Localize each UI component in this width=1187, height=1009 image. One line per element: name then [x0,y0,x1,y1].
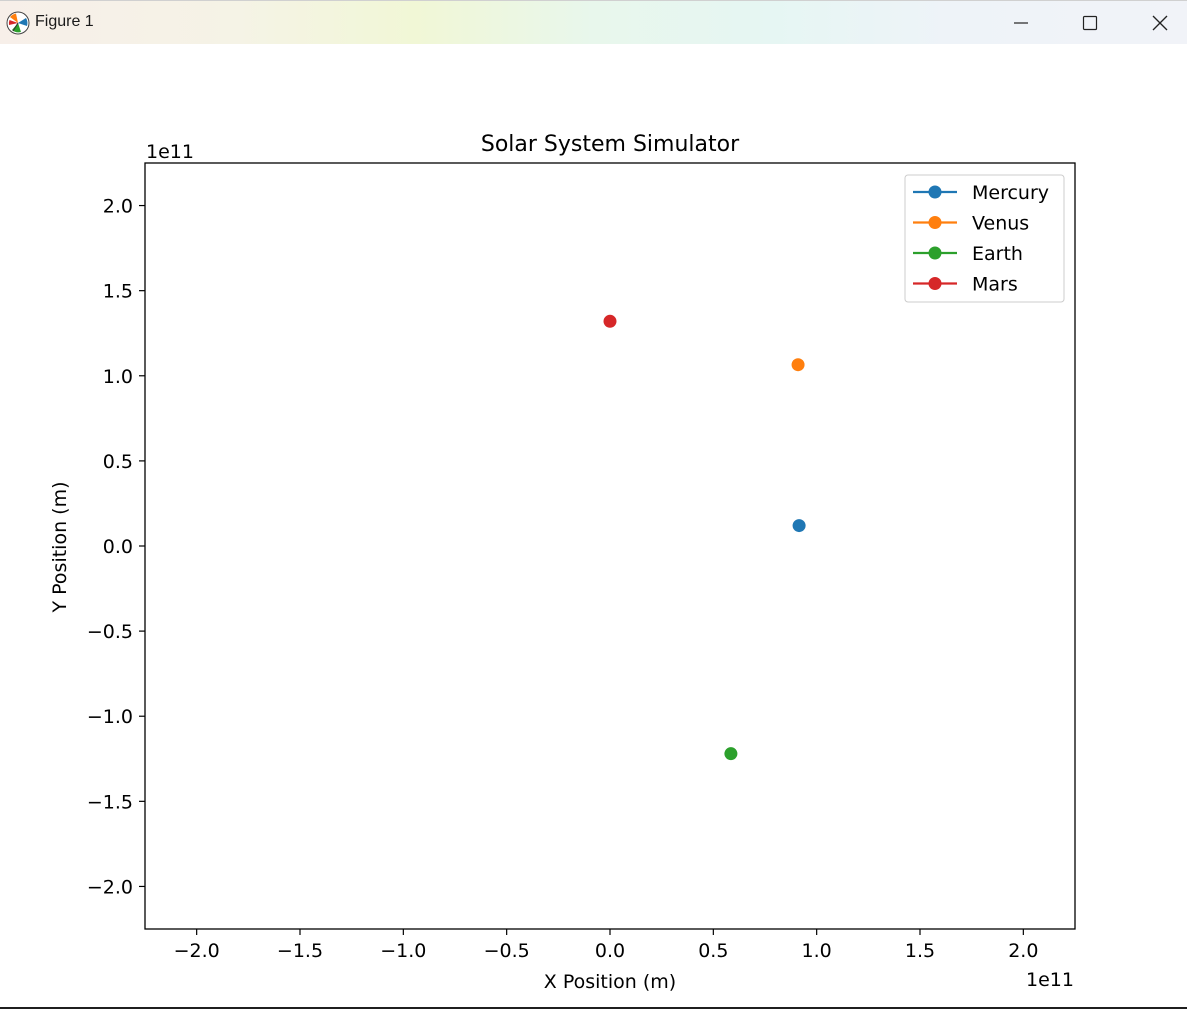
legend-box [904,174,1065,303]
chart-title: Solar System Simulator [481,132,740,157]
planet-point-mars [603,314,617,328]
axes-frame [144,162,1076,930]
window-title: Figure 1 [35,13,94,30]
planet-point-mercury [792,519,806,533]
y-tick-label: 1.5 [103,281,133,303]
figure-canvas: Solar System Simulator 1e11 1e11 X Posit… [49,132,1076,993]
x-tick-label: −2.0 [174,940,220,962]
x-axis-label: X Position (m) [544,971,676,993]
legend: Mercury Venus Earth Mars [904,174,1065,303]
y-tick-label: −2.0 [87,876,133,898]
y-axis-label: Y Position (m) [49,482,71,614]
x-tick-label: 1.5 [905,940,935,962]
legend-marker-earth [928,246,942,260]
x-tick-label: 0.0 [595,940,625,962]
legend-marker-mercury [928,185,942,199]
y-tick-label: −1.0 [87,706,133,728]
minimize-button[interactable] [986,1,1056,45]
y-offset-text: 1e11 [146,141,194,163]
y-tick-label: 0.5 [103,451,133,473]
planet-point-venus [791,358,805,372]
x-tick-label: 1.0 [802,940,832,962]
x-tick-label: 0.5 [698,940,728,962]
legend-label-venus: Venus [972,213,1029,235]
legend-label-mars: Mars [972,274,1018,296]
legend-label-earth: Earth [972,243,1023,265]
maximize-button[interactable] [1055,1,1125,45]
y-tick-label: 0.0 [103,536,133,558]
legend-label-mercury: Mercury [972,182,1049,204]
close-button[interactable] [1125,1,1187,45]
x-tick-label: −1.5 [277,940,323,962]
x-tick-label: −1.0 [380,940,426,962]
y-tick-label: −0.5 [87,621,133,643]
close-icon [1152,15,1168,31]
x-tick-label: 2.0 [1008,940,1038,962]
x-ticks: −2.0 −1.5 −1.0 −0.5 0.0 0.5 1.0 1.5 2.0 [174,929,1038,962]
window-titlebar: Figure 1 [0,0,1187,44]
y-tick-label: 2.0 [103,196,133,218]
x-tick-label: −0.5 [484,940,530,962]
minimize-icon [1014,22,1028,24]
data-points [603,314,806,761]
matplotlib-logo-icon [6,11,30,35]
maximize-icon [1082,15,1098,31]
y-ticks: −2.0 −1.5 −1.0 −0.5 0.0 0.5 1.0 1.5 2.0 [87,196,145,898]
planet-point-earth [724,747,738,761]
legend-marker-venus [928,216,942,229]
y-tick-label: 1.0 [103,366,133,388]
legend-marker-mars [928,277,942,290]
y-tick-label: −1.5 [87,791,133,813]
window-bottom-border [0,1007,1187,1009]
x-offset-text: 1e11 [1026,969,1074,991]
